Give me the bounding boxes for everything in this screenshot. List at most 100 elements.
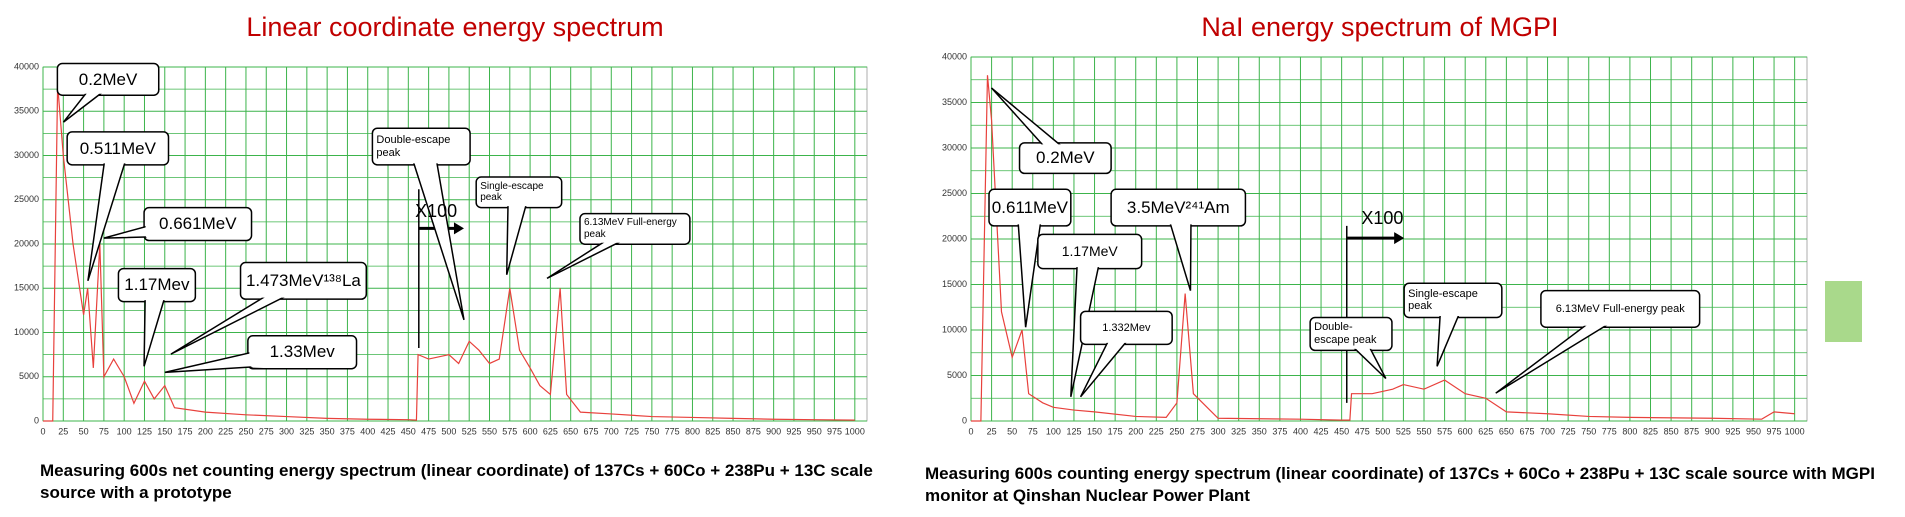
x-tick-label: 275 [1190,426,1205,436]
x-tick-label: 50 [1007,426,1017,436]
callout-pointer [1079,327,1139,398]
x-tick-label: 75 [1028,426,1038,436]
callout-pointer [407,146,465,321]
x-tick-label: 925 [786,426,801,436]
x-tick-label: 350 [320,426,335,436]
x-tick-label: 525 [1396,426,1411,436]
y-tick-label: 20000 [14,238,39,248]
x-tick-label: 100 [1046,426,1061,436]
callout-fill [1082,312,1171,343]
x-tick-label: 850 [726,426,741,436]
x-tick-label: 425 [1314,426,1329,436]
y-tick-label: 5000 [19,371,39,381]
y-tick-label: 40000 [14,61,39,71]
callout-fill [1542,292,1699,326]
callout-label: 1.17Mev [124,275,190,295]
y-tick-label: 35000 [14,106,39,116]
y-tick-label: 25000 [942,188,967,198]
x-tick-label: 600 [1458,426,1473,436]
x-tick-label: 400 [360,426,375,436]
y-tick-label: 15000 [14,283,39,293]
x-tick-label: 275 [259,426,274,436]
x-tick-label: 875 [746,426,761,436]
callout-label: 6.13MeV Full-energy peak [1555,302,1685,315]
x-tick-label: 100 [117,426,132,436]
callout-fill [1021,144,1110,172]
x-tick-label: 750 [644,426,659,436]
x-tick-label: 875 [1684,426,1699,436]
x-tick-label: 25 [987,426,997,436]
x-tick-label: 225 [218,426,233,436]
callout-label: 1.33Mev [269,342,335,362]
x-tick-label: 600 [523,426,538,436]
chart-title: NaI energy spectrum of MGPI [1201,12,1559,42]
callout-fill [242,264,365,298]
callout-label: 0.2MeV [78,69,138,89]
x-tick-label: 1000 [845,426,865,436]
y-tick-label: 35000 [942,97,967,107]
x-tick-label: 300 [1211,426,1226,436]
x-tick-label: 525 [462,426,477,436]
callout-label: 0.511MeV [79,138,156,158]
x-tick-label: 75 [99,426,109,436]
callout-label: 0.611MeV [991,197,1069,217]
x-tick-label: 775 [665,426,680,436]
callout-label: Double-escape peak [1314,321,1377,346]
x-tick-label: 450 [1334,426,1349,436]
x-tick-label: 950 [1746,426,1761,436]
x-tick-label: 675 [583,426,598,436]
x-tick-label: 375 [1272,426,1287,436]
callout-fill [373,129,469,164]
callout-pointer [170,280,317,355]
x-tick-label: 650 [1499,426,1514,436]
callout-pointer [1164,207,1192,291]
x-tick-label: 0 [968,426,973,436]
x-tick-label: 175 [1108,426,1123,436]
x-tick-label: 425 [381,426,396,436]
x-tick-label: 675 [1519,426,1534,436]
x-tick-label: 125 [137,426,152,436]
x-tick-label: 150 [1087,426,1102,436]
callout-label: 1.332Mev [1102,321,1151,334]
x-tick-label: 725 [624,426,639,436]
callout-pointer [143,284,170,367]
x-tick-label: 450 [401,426,416,436]
callout-pointer [87,148,131,282]
x-tick-label: 325 [1231,426,1246,436]
x-tick-label: 650 [563,426,578,436]
caption: Measuring 600s counting energy spectrum … [925,464,1875,505]
callout-label: Single-escape peak [480,180,544,204]
callout-pointer [546,228,646,280]
y-tick-label: 5000 [947,370,967,380]
callout-pointer [1016,207,1044,328]
x-tick-label: 800 [1622,426,1637,436]
x-tick-label: 50 [79,426,89,436]
x-tick-label: 725 [1561,426,1576,436]
x-tick-label: 325 [299,426,314,436]
x-tick-label: 375 [340,426,355,436]
callout-pointer [1070,251,1103,397]
x-tick-label: 775 [1602,426,1617,436]
x-tick-label: 500 [441,426,456,436]
y-tick-label: 0 [962,415,967,425]
spectrum-line [971,75,1795,422]
x-tick-label: 175 [178,426,193,436]
x-tick-label: 475 [1355,426,1370,436]
x-tick-label: 975 [1767,426,1782,436]
callout-fill [145,209,251,240]
callout-pointer [990,87,1077,159]
x-tick-label: 850 [1664,426,1679,436]
x-tick-label: 200 [198,426,213,436]
x-tick-label: 225 [1149,426,1164,436]
callout-fill [581,215,689,243]
callout-fill [1039,235,1141,268]
x-tick-label: 750 [1581,426,1596,436]
x-tick-label: 250 [1169,426,1184,436]
x-tick-label: 475 [421,426,436,436]
callout-label: 1.473MeV¹³⁸La [245,271,361,291]
x-tick-label: 500 [1375,426,1390,436]
x-tick-label: 200 [1128,426,1143,436]
x-tick-label: 900 [1705,426,1720,436]
scale-arrow-head [1394,232,1405,245]
